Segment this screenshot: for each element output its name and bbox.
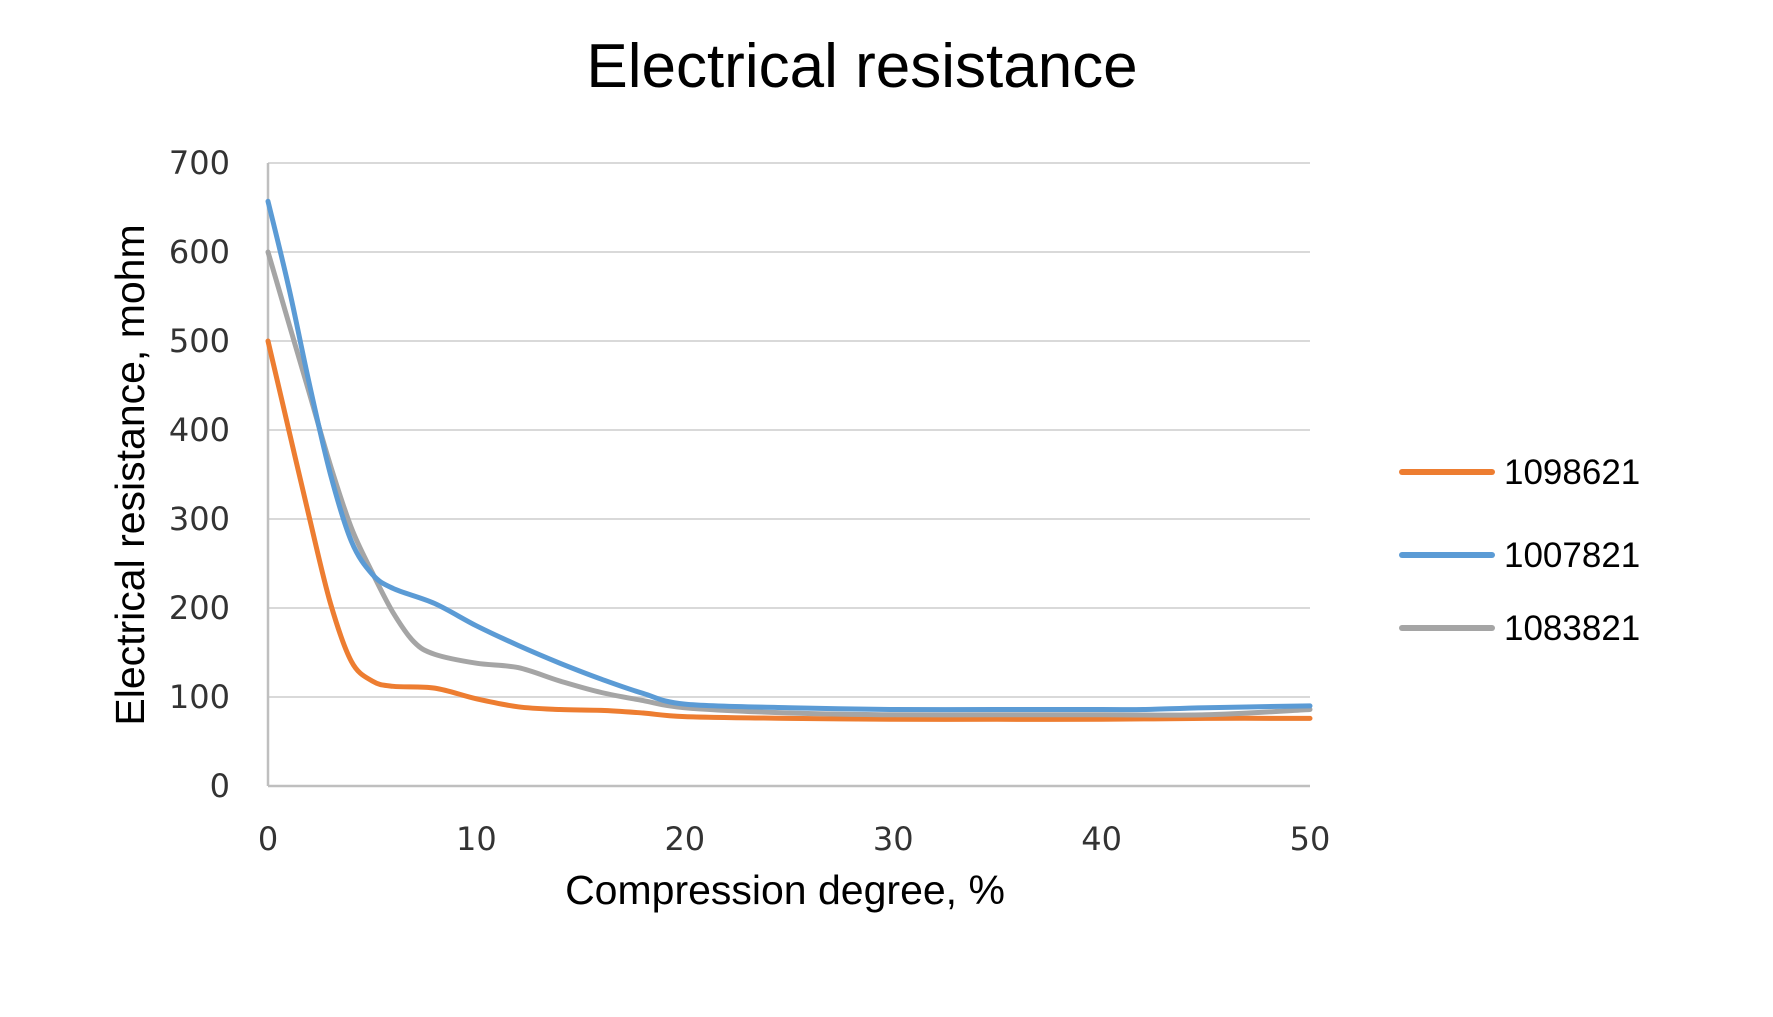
x-tick-label: 20: [664, 820, 705, 858]
x-tick-label: 40: [1081, 820, 1122, 858]
y-tick-label: 0: [210, 767, 230, 805]
x-tick-labels: 0 10 20 30 40 50: [258, 820, 1331, 858]
y-tick-label: 100: [169, 678, 230, 716]
y-tick-labels: 0 100 200 300 400 500 600 700: [169, 144, 230, 805]
y-tick-label: 400: [169, 411, 230, 449]
series-line-1083821: [265, 249, 1313, 718]
series-line-1098621: [265, 338, 1313, 722]
series-line-1007821: [265, 198, 1313, 713]
x-tick-label: 10: [456, 820, 497, 858]
y-tick-label: 600: [169, 233, 230, 271]
y-tick-label: 500: [169, 322, 230, 360]
gridlines: [266, 162, 1310, 788]
legend: 1098621 1007821 1083821: [1399, 453, 1640, 648]
y-axis-label: Electrical resistance, mohm: [107, 224, 153, 725]
x-tick-label: 30: [873, 820, 914, 858]
x-tick-label: 0: [258, 820, 278, 858]
y-tick-label: 700: [169, 144, 230, 182]
legend-label: 1083821: [1504, 609, 1640, 648]
y-tick-label: 200: [169, 589, 230, 627]
x-axis-label: Compression degree, %: [565, 867, 1005, 913]
legend-label: 1098621: [1504, 453, 1640, 492]
series-lines: [265, 198, 1313, 722]
legend-label: 1007821: [1504, 536, 1640, 575]
y-tick-label: 300: [169, 500, 230, 538]
chart-title: Electrical resistance: [586, 32, 1137, 101]
x-tick-label: 50: [1290, 820, 1331, 858]
